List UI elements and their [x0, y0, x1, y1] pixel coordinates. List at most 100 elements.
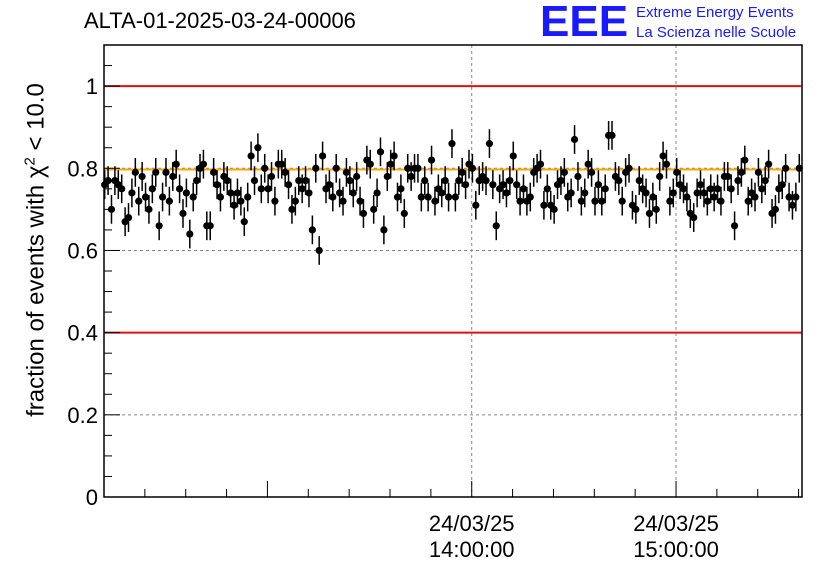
data-point	[649, 193, 657, 201]
data-point	[625, 164, 633, 172]
data-point	[131, 168, 139, 176]
y-tick-label: 0.6	[67, 238, 98, 263]
data-point	[383, 172, 391, 181]
data-point	[199, 160, 208, 168]
logo-line2: La Scienza nelle Scuole	[636, 24, 797, 41]
data-point	[373, 189, 381, 197]
y-tick-label: 0	[86, 485, 98, 510]
x-tick-label-time: 14:00:00	[429, 537, 515, 562]
data-point	[574, 172, 582, 181]
data-point	[717, 197, 725, 205]
data-point	[247, 152, 255, 160]
data-point	[591, 197, 599, 205]
data-point	[407, 172, 415, 181]
data-point	[179, 209, 187, 218]
data-point	[148, 185, 156, 193]
data-point	[230, 201, 238, 209]
data-point	[679, 185, 688, 193]
data-point	[771, 205, 780, 213]
data-point	[778, 181, 786, 189]
data-point	[754, 168, 763, 176]
data-point	[301, 177, 310, 185]
y-tick-label: 1	[86, 74, 98, 99]
x-tick-label-time: 15:00:00	[633, 537, 719, 562]
y-axis-label-sup: 2	[21, 157, 39, 166]
data-point	[557, 177, 565, 185]
data-point	[291, 197, 299, 205]
data-point	[458, 168, 466, 176]
data-point	[356, 197, 364, 205]
data-point	[468, 164, 477, 172]
data-point	[785, 193, 793, 201]
x-tick-label-date: 24/03/25	[429, 511, 515, 536]
y-axis: 0 0.2 0.4 0.6 0.8 1	[67, 44, 120, 510]
data-point	[513, 181, 521, 189]
data-point	[298, 185, 306, 193]
data-point	[339, 197, 347, 205]
data-point	[703, 197, 711, 205]
data-point	[482, 177, 490, 185]
data-point	[186, 230, 194, 238]
data-point	[138, 172, 146, 181]
logo-line1: Extreme Energy Events	[636, 4, 794, 21]
data-point	[237, 197, 245, 205]
data-point	[104, 177, 112, 185]
data-point	[325, 181, 334, 189]
y-tick-label: 0.2	[67, 403, 98, 428]
grid	[104, 45, 802, 497]
data-point	[492, 222, 500, 230]
data-point	[461, 181, 470, 189]
data-point	[264, 185, 272, 193]
data-point	[278, 160, 286, 168]
data-point	[342, 168, 351, 176]
eee-logo: EEE Extreme Energy Events La Scienza nel…	[540, 0, 830, 46]
data-point	[673, 168, 681, 176]
data-point	[128, 189, 136, 197]
data-point	[346, 177, 354, 185]
data-point	[618, 197, 626, 205]
data-point	[656, 172, 664, 181]
data-point	[662, 160, 671, 168]
data-point	[400, 209, 408, 218]
data-point	[696, 181, 705, 189]
data-point	[175, 185, 184, 193]
data-point	[652, 205, 660, 213]
data-point	[669, 189, 677, 197]
data-point	[782, 164, 790, 172]
data-point	[444, 193, 453, 201]
data-point	[438, 189, 446, 197]
data-point	[145, 205, 153, 213]
data-point	[570, 135, 579, 144]
data-point	[267, 172, 276, 181]
data-point	[608, 131, 616, 139]
data-point	[683, 193, 691, 201]
data-point	[526, 193, 534, 201]
data-point	[397, 185, 405, 193]
data-point	[567, 189, 575, 197]
data-point	[240, 218, 248, 226]
data-point	[390, 152, 398, 160]
data-point	[227, 189, 235, 197]
data-point	[271, 197, 279, 205]
data-point	[308, 226, 316, 234]
data-point	[506, 177, 514, 185]
data-point	[118, 185, 126, 193]
data-point	[792, 193, 800, 201]
data-point	[560, 168, 568, 176]
data-point	[353, 172, 361, 181]
x-axis: 24/03/2514:00:0024/03/2515:00:0024/03/25…	[144, 481, 800, 562]
data-point	[758, 185, 766, 193]
data-point	[213, 181, 221, 189]
data-point	[329, 193, 337, 201]
data-point	[124, 213, 133, 222]
data-point	[421, 177, 429, 185]
data-point	[519, 185, 528, 193]
y-tick-label: 0.4	[67, 321, 98, 346]
data-point	[727, 185, 735, 193]
data-point	[489, 181, 497, 189]
data-point	[499, 181, 507, 189]
data-point	[485, 140, 494, 148]
data-point	[550, 205, 558, 213]
data-point	[223, 177, 231, 185]
